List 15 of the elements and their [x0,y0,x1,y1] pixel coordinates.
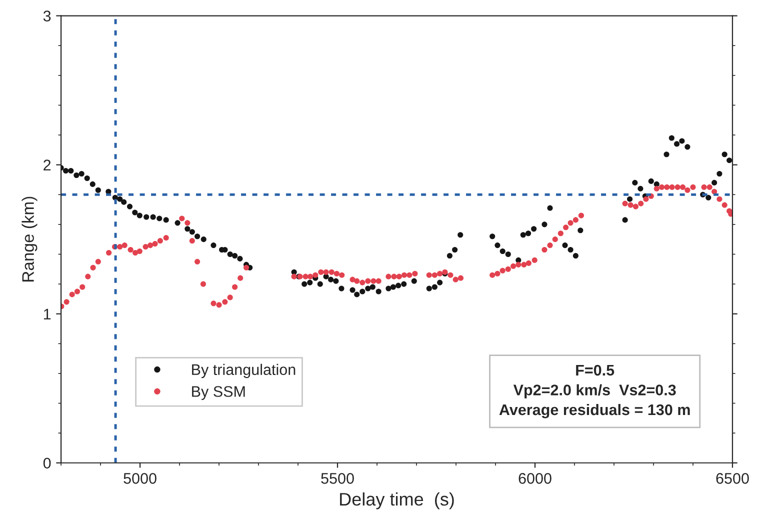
x-tick-label: 5000 [124,473,156,484]
x-tick-label: 5500 [321,473,354,484]
annotation: Average residuals = 130 m [499,404,690,418]
x-axis-title: Delay time (s) [340,492,454,510]
annotation: Vp2=2.0 km/s Vs2=0.3 [513,384,676,398]
x-tick-label: 6500 [716,473,749,484]
legend-label: By SSM [192,386,245,400]
y-axis-title: Range (km) [22,196,38,282]
y-tick-label: 0 [43,458,51,469]
legend-label: By triangulation [192,364,296,378]
y-tick-label: 2 [44,160,51,170]
y-tick-label: 3 [43,10,51,22]
annotation: F=0.5 [576,364,614,376]
x-tick-label: 6000 [518,473,552,484]
y-tick-label: 1 [44,308,51,320]
